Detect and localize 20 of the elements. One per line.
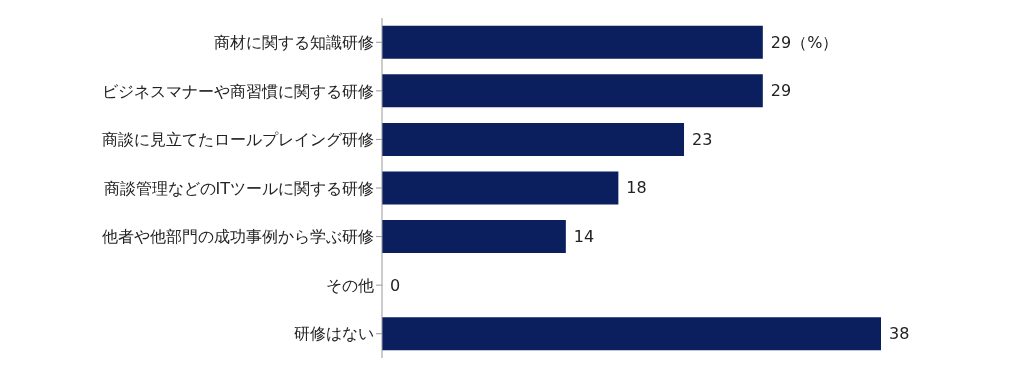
data-label: 14 [573, 227, 595, 247]
bar [382, 25, 763, 59]
bar [382, 74, 763, 108]
bar [382, 317, 881, 351]
bar [382, 122, 685, 156]
y-tick-label: 商談管理などのITツールに関する研修 [103, 178, 374, 198]
data-label: 0 [390, 275, 401, 295]
data-label: 38 [889, 324, 910, 344]
data-label: 23 [692, 129, 713, 149]
data-label: 29 [770, 81, 792, 101]
y-tick-label: その他 [326, 275, 374, 295]
bar [382, 171, 619, 205]
y-tick-label: 他者や他部門の成功事例から学ぶ研修 [102, 227, 374, 247]
bar [382, 220, 566, 254]
y-tick-label: ビジネスマナーや商習慣に関する研修 [102, 81, 374, 101]
data-label: 18 [626, 178, 647, 198]
y-tick-label: 商材に関する知識研修 [214, 32, 374, 52]
y-tick-label: 商談に見立てたロールプレイング研修 [102, 130, 374, 150]
data-label: 29（%） [770, 32, 839, 52]
y-tick-label: 研修はない [294, 324, 374, 344]
